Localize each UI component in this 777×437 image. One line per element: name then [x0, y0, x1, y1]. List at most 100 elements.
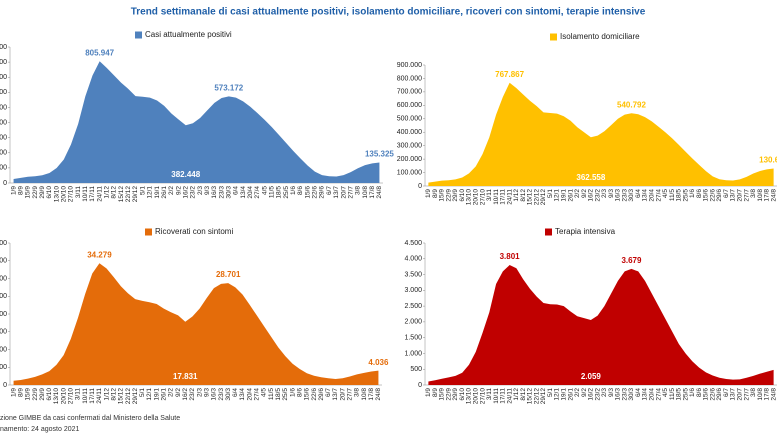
x-tick-label: 15/9 — [439, 189, 446, 202]
x-tick-label: 2/3 — [601, 388, 608, 397]
x-tick-label: 27/7 — [743, 189, 750, 202]
x-tick-label: 15/12 — [118, 388, 125, 405]
x-tick-label: 15/9 — [25, 388, 32, 401]
x-tick-label: 5/1 — [547, 189, 554, 198]
x-tick-label: 3/11 — [75, 388, 82, 401]
y-tick-label: 2.500 — [404, 303, 422, 310]
x-tick-label: 22/9 — [445, 189, 452, 202]
y-tick-label: 0 — [3, 382, 7, 389]
x-tick-label: 4/5 — [662, 189, 669, 198]
y-tick-label: 900.000 — [397, 62, 422, 69]
x-tick-label: 3/8 — [354, 388, 361, 397]
x-tick-label: 1/6 — [289, 388, 296, 397]
x-tick-label: 6/7 — [325, 388, 332, 397]
update-note: namento: 24 agosto 2021 — [0, 426, 80, 433]
x-tick-label: 17/8 — [764, 189, 771, 202]
x-tick-label: 5/1 — [139, 388, 146, 397]
x-tick-label: 2/2 — [168, 388, 175, 397]
x-tick-label: 29/9 — [39, 388, 46, 401]
x-tick-label: 29/9 — [39, 186, 46, 199]
x-tick-label: 24/8 — [376, 186, 383, 199]
value-label: 3.801 — [500, 252, 521, 261]
x-tick-label: 23/3 — [621, 189, 628, 202]
x-tick-label: 23/2 — [594, 189, 601, 202]
x-tick-label: 27/10 — [479, 189, 486, 206]
x-tick-label: 23/2 — [190, 186, 197, 199]
x-tick-label: 15/6 — [304, 186, 311, 199]
x-tick-label: 27/10 — [68, 388, 75, 405]
x-tick-label: 16/2 — [588, 189, 595, 202]
area — [13, 263, 379, 385]
value-label: 28.701 — [216, 270, 241, 279]
x-tick-label: 24/11 — [506, 388, 513, 404]
x-tick-label: 20/10 — [472, 388, 479, 405]
x-tick-label: 23/3 — [218, 186, 225, 199]
y-tick-label: 0 — [3, 180, 7, 187]
value-label: 805.947 — [85, 48, 114, 57]
y-tick-label: 5.000 — [0, 364, 7, 371]
x-tick-label: 10/11 — [82, 186, 89, 202]
x-tick-label: 15/12 — [527, 189, 534, 206]
x-tick-label: 23/2 — [189, 388, 196, 401]
x-tick-label: 1/12 — [513, 189, 520, 202]
x-tick-label: 3/11 — [486, 388, 493, 401]
x-tick-label: 20/7 — [339, 388, 346, 401]
x-tick-label: 6/7 — [723, 189, 730, 198]
x-tick-label: 22/6 — [312, 186, 319, 199]
x-tick-label: 3/8 — [750, 189, 757, 198]
x-tick-label: 22/6 — [709, 189, 716, 202]
x-tick-label: 1/6 — [689, 388, 696, 397]
x-tick-label: 20/10 — [61, 186, 68, 203]
x-tick-label: 29/12 — [132, 186, 139, 203]
x-tick-label: 29/9 — [452, 388, 459, 401]
x-tick-label: 12/1 — [554, 388, 561, 401]
x-tick-label: 15/12 — [118, 186, 125, 203]
area — [428, 82, 774, 186]
x-tick-label: 10/11 — [82, 388, 89, 404]
x-tick-label: 16/3 — [615, 388, 622, 401]
x-tick-label: 8/12 — [520, 189, 527, 202]
x-tick-label: 13/4 — [642, 189, 649, 202]
x-tick-label: 20/4 — [648, 189, 655, 202]
x-tick-label: 27/10 — [479, 388, 486, 405]
x-tick-label: 1/9 — [425, 189, 432, 198]
x-tick-label: 10/8 — [361, 388, 368, 401]
x-tick-label: 29/6 — [319, 186, 326, 199]
x-tick-label: 26/1 — [567, 189, 574, 202]
y-tick-label: 200.000 — [0, 150, 7, 157]
x-tick-label: 19/1 — [560, 189, 567, 202]
x-tick-label: 23/2 — [594, 388, 601, 401]
y-tick-label: 300.000 — [0, 135, 7, 142]
page-title: Trend settimanale di casi attualmente po… — [131, 7, 646, 18]
x-tick-label: 1/6 — [290, 186, 297, 195]
x-tick-label: 22/9 — [32, 388, 39, 401]
x-tick-label: 6/7 — [723, 388, 730, 397]
x-tick-label: 27/10 — [68, 186, 75, 203]
value-label: 767.867 — [495, 70, 524, 79]
value-label: 3.679 — [621, 256, 642, 265]
x-tick-label: 29/9 — [452, 189, 459, 202]
x-tick-label: 20/4 — [246, 388, 253, 401]
x-tick-label: 11/5 — [669, 388, 676, 401]
x-tick-label: 6/4 — [635, 388, 642, 397]
x-tick-label: 18/5 — [276, 186, 283, 199]
x-tick-label: 1/12 — [103, 388, 110, 401]
x-tick-label: 1/12 — [104, 186, 111, 199]
x-tick-label: 22/12 — [533, 388, 540, 405]
x-tick-label: 10/11 — [493, 388, 500, 404]
x-tick-label: 6/7 — [326, 186, 333, 195]
x-tick-label: 13/4 — [240, 186, 247, 199]
value-label: 573.172 — [214, 83, 243, 92]
y-tick-label: 15.000 — [0, 329, 7, 336]
x-tick-label: 24/8 — [375, 388, 382, 401]
x-tick-label: 6/10 — [459, 189, 466, 202]
x-tick-label: 5/1 — [547, 388, 554, 397]
x-tick-label: 16/3 — [615, 189, 622, 202]
x-tick-label: 20/4 — [247, 186, 254, 199]
value-label: 34.279 — [87, 250, 112, 259]
x-tick-label: 8/9 — [432, 388, 439, 397]
x-tick-label: 27/4 — [655, 189, 662, 202]
x-tick-label: 25/5 — [682, 189, 689, 202]
y-tick-label: 100.000 — [0, 165, 7, 172]
x-tick-label: 8/9 — [432, 189, 439, 198]
